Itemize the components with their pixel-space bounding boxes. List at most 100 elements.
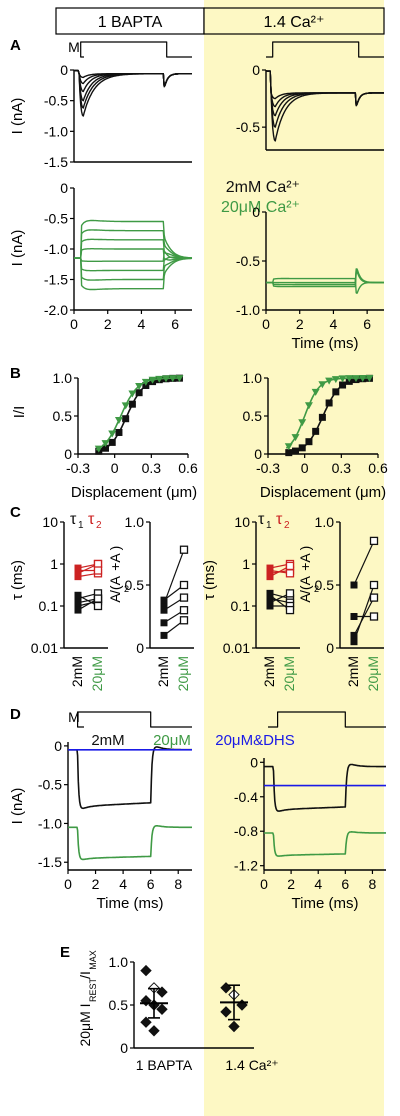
y-tick-label: -1.5 (44, 272, 68, 288)
y-tick-label: -0.5 (44, 93, 68, 109)
y-tick-label: -0.5 (38, 777, 62, 793)
data-point-triangle (338, 375, 347, 383)
legend-tau1: τ (70, 511, 77, 528)
category-label: 2mM (261, 656, 277, 687)
category-label: 20μM (281, 656, 297, 691)
x-axis-label: Time (ms) (292, 895, 359, 912)
data-point-20um (285, 589, 295, 598)
data-point-2mm (74, 591, 82, 599)
y-axis-label: τ (ms) (9, 560, 26, 600)
y-tick-label: 1 (50, 556, 58, 572)
x-tick-label: 2 (104, 316, 112, 332)
data-point-20um (179, 606, 189, 615)
data-point-square (135, 389, 143, 397)
legend-tau1: τ (258, 511, 265, 528)
data-point-2mm (74, 602, 82, 610)
data-point-2mm (266, 573, 274, 581)
x-tick-label: 0 (64, 876, 72, 892)
current-trace (67, 746, 193, 810)
y-tick-label: -0.5 (44, 211, 68, 227)
data-point-diamond (140, 964, 152, 977)
y-tick-label: 0 (120, 1040, 128, 1056)
category-label: 20μM (89, 656, 105, 691)
data-point-triangle (325, 377, 334, 385)
data-point-square (312, 427, 320, 435)
category-label: 2mM (155, 656, 171, 687)
y-tick-label: 0 (326, 640, 334, 656)
data-point-triangle (358, 375, 367, 383)
y-axis-label: A (297, 593, 313, 603)
y-axis-label: I (nA) (9, 98, 26, 135)
current-trace (263, 763, 387, 812)
data-point-square (292, 447, 299, 455)
y-tick-label: 0.5 (125, 577, 145, 593)
data-point-square (318, 413, 326, 421)
data-point-triangle (168, 375, 177, 383)
current-trace (74, 251, 192, 262)
current-trace (266, 271, 384, 288)
data-point-20um (93, 566, 103, 575)
data-point-triangle (365, 375, 374, 383)
ratio-label-sub: 2 (314, 584, 319, 594)
data-point-triangle (291, 434, 300, 442)
data-point-square (325, 399, 333, 407)
y-tick-label: 0 (60, 62, 68, 78)
data-point-square (128, 400, 136, 408)
y-tick-label: -1.5 (38, 854, 62, 870)
header-right-label: 1.4 Ca²⁺ (264, 14, 325, 31)
data-point-20um (179, 593, 189, 602)
data-point-2mm (350, 581, 358, 589)
x-tick-label: -0.3 (256, 460, 280, 476)
data-point-triangle (175, 375, 184, 383)
data-point-20um (179, 616, 189, 625)
data-point-triangle (108, 430, 117, 438)
y-tick-label: 1.0 (53, 370, 73, 386)
x-tick-label: 2 (92, 876, 100, 892)
data-point-2mm (74, 567, 82, 575)
data-point-triangle (114, 417, 123, 425)
current-trace (74, 257, 192, 291)
data-point-square (122, 415, 130, 423)
x-tick-label: 8 (174, 876, 182, 892)
y-tick-label: 0.01 (223, 640, 250, 656)
stimulus-trace (77, 711, 192, 728)
data-point-square (305, 438, 313, 446)
current-trace (74, 229, 192, 259)
x-tick-label: 4 (119, 876, 127, 892)
y-tick-label: 1.0 (243, 370, 263, 386)
data-point-square (102, 444, 109, 452)
category-label: 2mM (69, 656, 85, 687)
x-tick-label: 0 (260, 876, 268, 892)
data-point-triangle (318, 381, 327, 389)
y-tick-label: -1.0 (44, 123, 68, 139)
data-point-20um (285, 605, 295, 615)
pair-line (353, 584, 375, 642)
data-point-triangle (284, 443, 293, 451)
x-tick-label: 4 (314, 876, 322, 892)
current-trace (74, 257, 193, 272)
legend-tau2-sub: 2 (96, 520, 102, 531)
data-point-triangle (298, 419, 307, 427)
current-trace (266, 70, 384, 142)
x-tick-label: 0.6 (368, 460, 388, 476)
y-tick-label: 10 (234, 514, 250, 530)
category-label: 2mM (345, 656, 361, 687)
x-tick-label: 0.3 (142, 460, 162, 476)
y-tick-label: 0.1 (39, 598, 59, 614)
data-point-diamond (220, 1006, 232, 1018)
panel-letter-b: B (10, 365, 21, 382)
y-tick-label: 1.0 (125, 514, 145, 530)
y-axis-label: I (nA) (9, 230, 26, 267)
y-tick-label: 0.5 (109, 997, 129, 1013)
y-tick-label: -2.0 (44, 302, 68, 318)
x-tick-label: 2 (287, 876, 295, 892)
legend-entry-20um: 20μM (153, 732, 191, 749)
x-tick-label: -0.3 (66, 460, 90, 476)
x-axis-label: Displacement (μm) (260, 484, 386, 501)
legend-tau1-sub: 1 (78, 520, 84, 531)
data-point-triangle (94, 445, 103, 453)
y-axis-label: A (107, 593, 123, 603)
legend-tau1-sub: 1 (266, 520, 272, 531)
data-point-20um (93, 601, 103, 611)
